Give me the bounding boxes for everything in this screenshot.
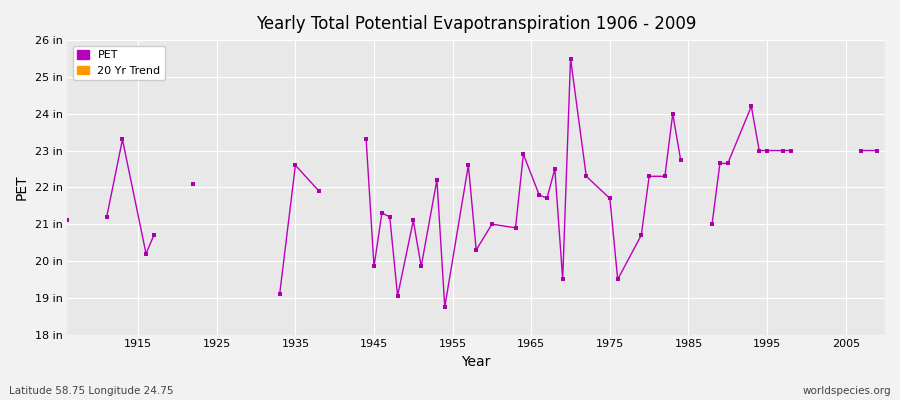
Legend: PET, 20 Yr Trend: PET, 20 Yr Trend bbox=[73, 46, 165, 80]
Text: Latitude 58.75 Longitude 24.75: Latitude 58.75 Longitude 24.75 bbox=[9, 386, 174, 396]
Title: Yearly Total Potential Evapotranspiration 1906 - 2009: Yearly Total Potential Evapotranspiratio… bbox=[256, 15, 697, 33]
Y-axis label: PET: PET bbox=[15, 174, 29, 200]
X-axis label: Year: Year bbox=[462, 355, 490, 369]
Text: worldspecies.org: worldspecies.org bbox=[803, 386, 891, 396]
